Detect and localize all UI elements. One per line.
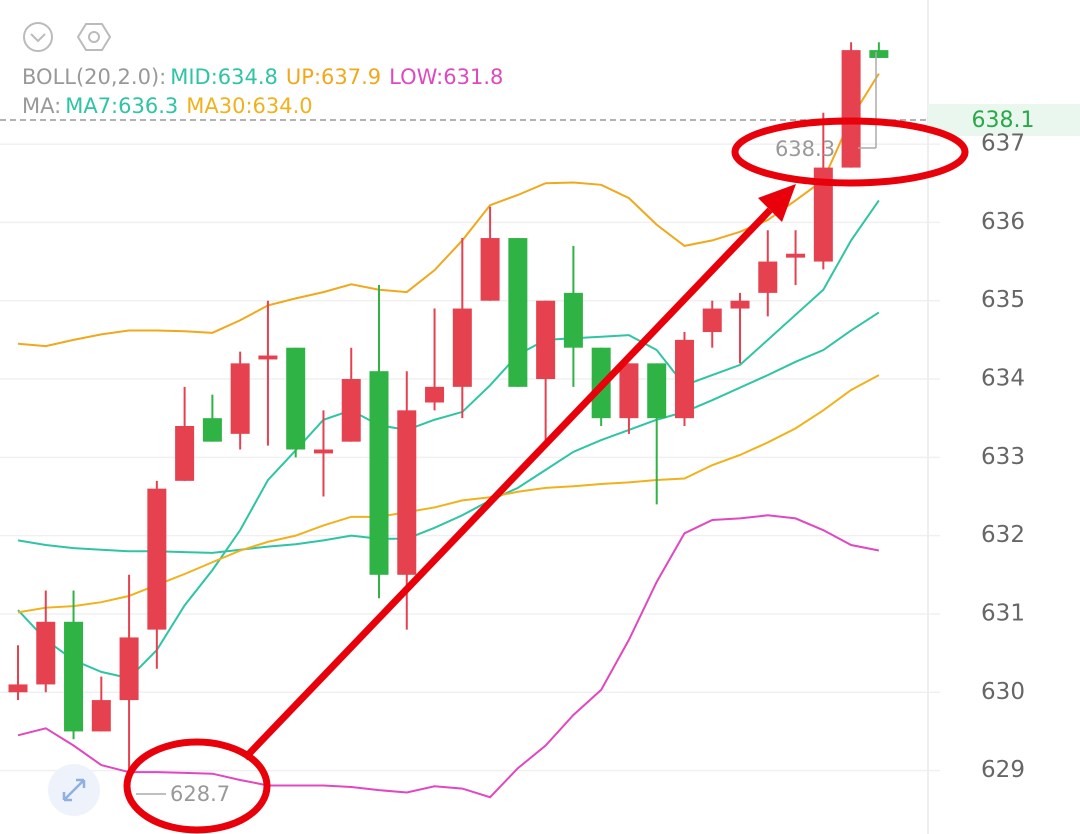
y-tick-label: 632 [981, 522, 1025, 548]
candle-body [119, 637, 139, 701]
candle-body [702, 308, 722, 333]
highlight-ellipse [731, 117, 969, 187]
candle-body [647, 363, 667, 419]
y-tick-label: 629 [981, 757, 1025, 783]
candle-body [341, 379, 361, 442]
candle-body [230, 363, 250, 434]
y-tick-label: 636 [981, 209, 1025, 235]
legend-entry: MID:634.8 [170, 65, 278, 89]
candles [8, 42, 889, 795]
min-label: 628.7 [170, 782, 230, 806]
y-tick-label: 637 [981, 131, 1025, 157]
candle-body [36, 621, 56, 685]
candle-body [508, 238, 528, 387]
highlight-ellipse [123, 738, 271, 834]
price-tag [928, 104, 1080, 136]
candle-body [258, 355, 278, 360]
candle-body [64, 621, 84, 732]
indicator-line [17, 514, 880, 799]
y-tick-label: 634 [981, 366, 1025, 392]
candle-body [563, 292, 583, 348]
y-axis: 629 630 631 632 633 634 635 636 637 [981, 131, 1025, 783]
y-tick-label: 631 [981, 600, 1025, 626]
candle-body [452, 308, 472, 387]
expand-icon [62, 778, 86, 802]
legend-entry: LOW:631.8 [389, 65, 503, 89]
candle-body [813, 167, 833, 262]
candle-body [369, 371, 389, 575]
candle-body [286, 347, 306, 450]
indicator-line [17, 73, 880, 348]
y-tick-label: 630 [981, 679, 1025, 705]
price-label: 638.1 [972, 108, 1035, 133]
candle-body [175, 426, 195, 481]
candle-body [536, 300, 556, 380]
candle-body [313, 449, 333, 454]
candle-body [397, 410, 417, 575]
candle-body [91, 700, 111, 732]
candle-body [841, 50, 861, 168]
legend-label: BOLL(20,2.0): [22, 65, 166, 89]
collapse-icon[interactable] [23, 22, 53, 52]
y-tick-label: 635 [981, 287, 1025, 313]
indicator-line [17, 199, 880, 680]
ma-legend: MA: MA7:636.3 MA30:634.0 [22, 94, 313, 118]
legend-entry: MA30:634.0 [186, 94, 312, 118]
annotation-arrow [242, 207, 773, 761]
candle-body [869, 50, 889, 58]
legend-entry: UP:637.9 [286, 65, 381, 89]
settings-icon[interactable] [76, 23, 112, 51]
candle-body [425, 386, 445, 403]
candle-body [758, 261, 778, 293]
legend-entry: MA7:636.3 [65, 94, 178, 118]
candle-body [786, 253, 806, 258]
annotation-arrowhead [758, 184, 796, 222]
max-label: 638.3 [775, 137, 835, 161]
y-tick-label: 633 [981, 444, 1025, 470]
candle-body [730, 300, 750, 309]
candle-body [8, 684, 28, 693]
candle-body [619, 363, 639, 419]
candle-body [147, 488, 167, 630]
candle-body [202, 418, 222, 442]
candle-body [480, 238, 500, 301]
boll-legend: BOLL(20,2.0): MID:634.8 UP:637.9 LOW:631.8 [22, 65, 503, 89]
collapse-icon-chevron [30, 33, 46, 43]
candle-body [674, 339, 694, 419]
settings-icon-center [88, 31, 100, 43]
legend-label: MA: [22, 94, 61, 118]
